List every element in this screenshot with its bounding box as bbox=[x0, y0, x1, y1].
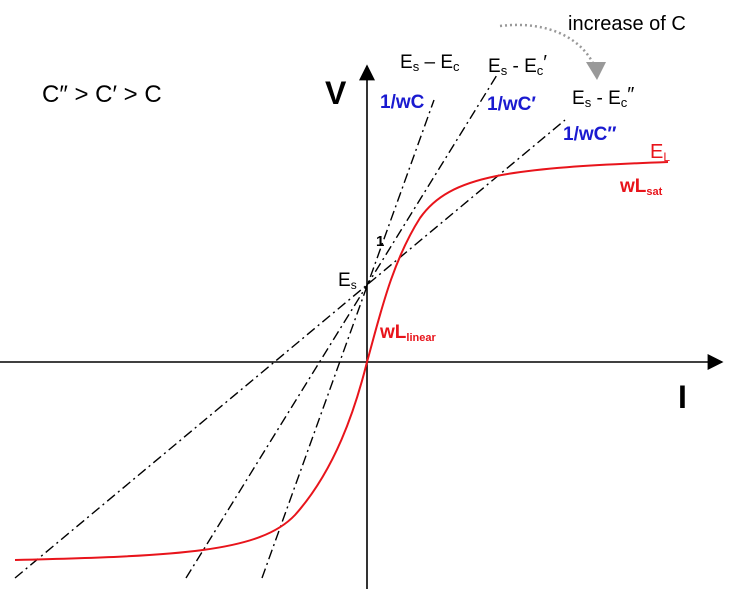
slope-label: 1/wC′ bbox=[487, 94, 536, 115]
label-part: E bbox=[608, 88, 621, 109]
label-part: linear bbox=[406, 332, 436, 344]
curve-label: EL bbox=[650, 141, 670, 164]
label-part: wL bbox=[619, 176, 647, 197]
increase-arrow bbox=[499, 23, 598, 71]
es-label: Es bbox=[338, 270, 357, 292]
label-part: s bbox=[351, 278, 357, 292]
label-part: E bbox=[572, 88, 585, 109]
label-part: E bbox=[524, 56, 537, 77]
arrow-head bbox=[586, 62, 606, 80]
unit-label: 1 bbox=[376, 233, 384, 250]
line-label: Es – Ec bbox=[400, 52, 460, 74]
label-part: E bbox=[338, 270, 351, 291]
label-part: L bbox=[663, 150, 670, 164]
label-part: c bbox=[621, 95, 628, 110]
label-part: ″ bbox=[627, 84, 634, 106]
line-c-prime bbox=[185, 74, 498, 579]
label-part: E bbox=[650, 141, 663, 163]
v-label: V bbox=[325, 75, 347, 111]
slope-label: 1/wC bbox=[380, 92, 425, 113]
label-part: sat bbox=[646, 186, 662, 198]
linear-label: wLlinear bbox=[379, 322, 436, 344]
label-part: c bbox=[453, 59, 460, 74]
label-part: – bbox=[419, 52, 440, 73]
line-label: Es - Ec″ bbox=[572, 84, 634, 110]
label-part: E bbox=[400, 52, 413, 73]
increase-note: increase of C bbox=[568, 13, 686, 35]
saturation-curve bbox=[14, 161, 669, 561]
label-part: s bbox=[413, 59, 420, 74]
label-part: ′ bbox=[543, 52, 547, 74]
label-part: s bbox=[585, 95, 592, 110]
line-label: Es - Ec′ bbox=[488, 52, 547, 78]
sat-label: wLsat bbox=[619, 176, 663, 198]
i-label: I bbox=[678, 379, 687, 415]
relation: C″ > C′ > C bbox=[42, 81, 162, 108]
label-part: E bbox=[440, 52, 453, 73]
line-c-dprime bbox=[14, 119, 566, 579]
label-part: E bbox=[488, 56, 501, 77]
line-c bbox=[261, 99, 435, 579]
label-part: s bbox=[501, 63, 508, 78]
slope-label: 1/wC″ bbox=[563, 124, 616, 145]
label-part: - bbox=[591, 88, 608, 109]
label-part: - bbox=[507, 56, 524, 77]
label-part: c bbox=[537, 63, 544, 78]
label-part: wL bbox=[379, 322, 407, 343]
